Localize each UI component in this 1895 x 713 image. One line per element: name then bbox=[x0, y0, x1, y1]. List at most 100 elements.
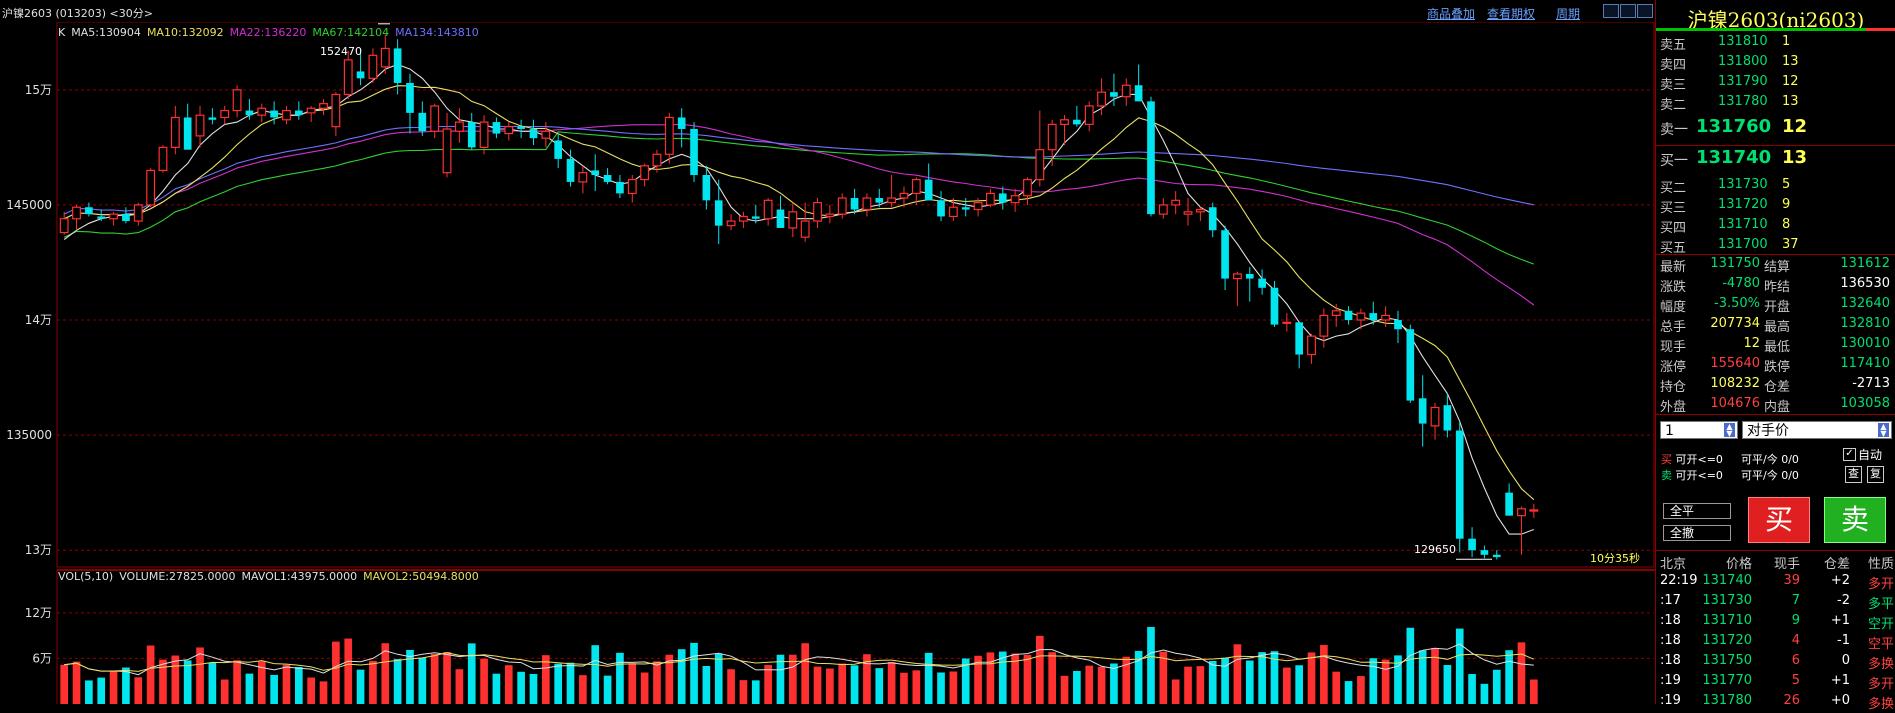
candle bbox=[170, 105, 180, 155]
stat-label: 涨跌 bbox=[1660, 280, 1687, 295]
tick-qty: 7 bbox=[1791, 593, 1800, 608]
volume-bar bbox=[406, 649, 414, 704]
volume-bar bbox=[887, 662, 896, 704]
candle bbox=[1517, 506, 1526, 555]
title-bar: 沪镍2603 (013203) <30分> 商品叠加 查看期权 周期 bbox=[0, 0, 1895, 22]
tick-header: 现手 bbox=[1773, 557, 1800, 572]
level-price: 131700 bbox=[1718, 237, 1768, 252]
candle bbox=[467, 112, 476, 150]
tick-nature: 多换 bbox=[1867, 697, 1894, 712]
volume-bar bbox=[1122, 656, 1131, 704]
sell-button[interactable]: 卖 bbox=[1824, 497, 1886, 543]
volume-bar bbox=[850, 665, 859, 704]
tick-price: 131780 bbox=[1702, 693, 1752, 708]
candle bbox=[133, 202, 143, 226]
candle bbox=[1208, 202, 1217, 238]
ma134-line bbox=[63, 125, 1534, 215]
level-price: 131720 bbox=[1718, 197, 1768, 212]
candle bbox=[1430, 402, 1440, 440]
tick-qty: 39 bbox=[1783, 573, 1800, 588]
quantity-stepper[interactable]: 1 ▲ ▼ bbox=[1660, 421, 1738, 439]
buy-available: 买 可开<=0 bbox=[1661, 453, 1723, 466]
price-tick-label: 145000 bbox=[6, 198, 52, 212]
candle bbox=[1183, 198, 1193, 226]
maximize-icon[interactable] bbox=[1620, 4, 1636, 18]
volume-bar bbox=[961, 658, 970, 704]
volume-bar bbox=[1307, 652, 1316, 704]
level-price: 131740 bbox=[1696, 147, 1772, 168]
candle bbox=[1319, 308, 1329, 348]
volume-bar bbox=[517, 671, 525, 704]
buy-button[interactable]: 买 bbox=[1748, 497, 1810, 543]
reset-button[interactable]: 复 bbox=[1867, 466, 1884, 483]
volume-bar bbox=[418, 657, 427, 704]
tick-row: :18 131720 4 -1 空平 bbox=[1656, 633, 1895, 653]
vol-legend: VOL(5,10) VOLUME:27825.0000 MAVOL1:43975.0… bbox=[58, 570, 485, 583]
tick-price: 131740 bbox=[1702, 573, 1752, 588]
tick-row: :19 131770 5 +1 多开 bbox=[1656, 673, 1895, 693]
spinner-icon[interactable]: ▲ ▼ bbox=[1724, 423, 1735, 438]
price-tick-label: 135000 bbox=[6, 428, 52, 442]
candle bbox=[702, 165, 711, 210]
tick-price: 131750 bbox=[1702, 653, 1752, 668]
volume-bar bbox=[1443, 665, 1452, 704]
close-all-button[interactable]: 全平 bbox=[1663, 503, 1731, 519]
stat-label: 现手 bbox=[1660, 340, 1687, 355]
candle bbox=[1270, 280, 1279, 327]
candle bbox=[1443, 393, 1452, 438]
volume-bar bbox=[628, 663, 637, 704]
volume-bar bbox=[1245, 660, 1254, 704]
volume-bar bbox=[1517, 642, 1526, 704]
quantity-value: 1 bbox=[1665, 423, 1674, 439]
tick-price: 131710 bbox=[1702, 613, 1752, 628]
volume-bar bbox=[356, 669, 365, 704]
restore-icon[interactable] bbox=[1603, 4, 1619, 18]
volume-bar bbox=[1073, 670, 1081, 704]
cancel-all-button[interactable]: 全撤 bbox=[1663, 525, 1731, 541]
level-volume: 9 bbox=[1782, 197, 1791, 212]
period-link[interactable]: 周期 bbox=[1556, 7, 1581, 21]
volume-bar bbox=[196, 647, 204, 704]
candlestick-chart[interactable]: 15万 145000 14万 135000 13万 12万 6万 bbox=[0, 22, 1655, 704]
candle bbox=[220, 105, 230, 125]
tick-header: 性质 bbox=[1867, 557, 1894, 572]
volume-bar bbox=[727, 669, 735, 704]
volume-bar bbox=[949, 671, 958, 704]
volume-bar bbox=[109, 670, 118, 704]
book-divider bbox=[1656, 254, 1895, 255]
candle bbox=[331, 92, 341, 136]
tick-time: :18 bbox=[1660, 613, 1681, 628]
stat-value: 132810 bbox=[1840, 316, 1890, 331]
close-icon[interactable] bbox=[1637, 4, 1653, 18]
level-label: 卖一 bbox=[1660, 122, 1688, 138]
volume-bar bbox=[282, 664, 291, 704]
legend-item: MA22:136220 bbox=[229, 26, 307, 39]
candle bbox=[1356, 308, 1366, 330]
candle bbox=[1307, 333, 1316, 364]
candle bbox=[1492, 550, 1501, 560]
volume-bar bbox=[319, 681, 328, 704]
price-type-select[interactable]: 对手价 ▲ ▼ bbox=[1742, 421, 1892, 439]
volume-bar bbox=[307, 677, 316, 704]
volume-bar bbox=[1431, 648, 1439, 704]
candle bbox=[454, 108, 464, 143]
options-link[interactable]: 查看期权 bbox=[1487, 7, 1536, 21]
stat-value: 207734 bbox=[1710, 316, 1760, 331]
candle bbox=[1121, 78, 1131, 106]
volume-bar bbox=[1048, 652, 1057, 704]
volume-bar bbox=[1468, 674, 1476, 704]
stat-label: 跌停 bbox=[1764, 360, 1791, 375]
candle bbox=[1147, 96, 1155, 217]
auto-checkbox[interactable]: ✓ bbox=[1843, 448, 1856, 461]
mavol1-line bbox=[64, 643, 1534, 676]
tick-price: 131770 bbox=[1702, 673, 1752, 688]
ma5-line bbox=[63, 63, 1534, 535]
dropdown-icon[interactable]: ▲ ▼ bbox=[1878, 423, 1889, 438]
query-button[interactable]: 查 bbox=[1845, 466, 1862, 483]
tick-nature: 多平 bbox=[1867, 597, 1894, 612]
volume-bar bbox=[1369, 658, 1378, 704]
mavol2-line bbox=[64, 652, 1534, 672]
level-label: 买一 bbox=[1660, 153, 1688, 169]
overlay-link[interactable]: 商品叠加 bbox=[1427, 7, 1476, 21]
volume-bar bbox=[924, 652, 933, 704]
